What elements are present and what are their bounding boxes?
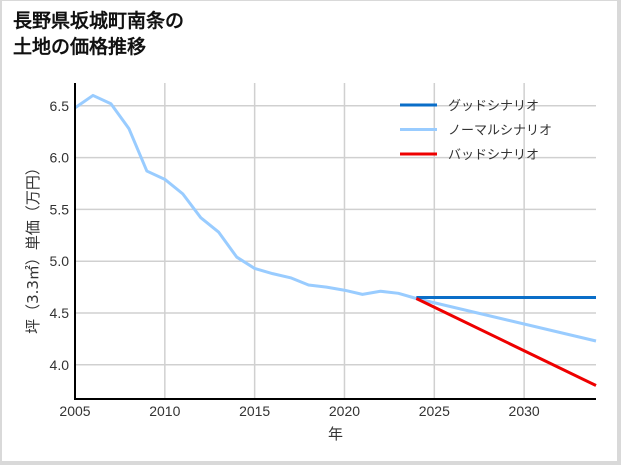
legend-label: バッドシナリオ bbox=[448, 148, 539, 163]
y-tick-label: 5.0 bbox=[50, 253, 70, 269]
chart-title: 長野県坂城町南条の 土地の価格推移 bbox=[13, 8, 184, 60]
y-tick-label: 5.5 bbox=[50, 201, 70, 217]
data-lines bbox=[74, 93, 597, 387]
x-tick-label: 2020 bbox=[329, 403, 360, 419]
x-tick-label: 2010 bbox=[149, 403, 180, 419]
x-tick-label: 2025 bbox=[419, 403, 450, 419]
title-line-1: 長野県坂城町南条の bbox=[13, 10, 185, 32]
axes: 2005 2010 2015 2020 2025 2030 4.0 4.5 5.0 5.5 6.0 6… bbox=[24, 83, 596, 443]
series-line-2 bbox=[415, 297, 597, 387]
x-tick-label: 2005 bbox=[59, 403, 90, 419]
x-tick-label: 2030 bbox=[509, 403, 540, 419]
y-tick-label: 4.0 bbox=[50, 357, 70, 373]
y-tick-label: 6.0 bbox=[50, 150, 70, 166]
x-tick-label: 2015 bbox=[239, 403, 270, 419]
chart-frame bbox=[2, 1, 617, 461]
series-line-1 bbox=[74, 93, 597, 343]
x-axis-label: 年 bbox=[328, 425, 343, 443]
y-tick-label: 4.5 bbox=[50, 305, 70, 321]
grid-lines bbox=[74, 83, 596, 399]
y-tick-label: 6.5 bbox=[50, 98, 70, 114]
legend-label: グッドシナリオ bbox=[448, 99, 539, 114]
y-axis-label: 坪（3.3㎡）単価（万円） bbox=[24, 160, 42, 334]
title-line-2: 土地の価格推移 bbox=[13, 36, 147, 58]
legend-label: ノーマルシナリオ bbox=[448, 124, 552, 139]
